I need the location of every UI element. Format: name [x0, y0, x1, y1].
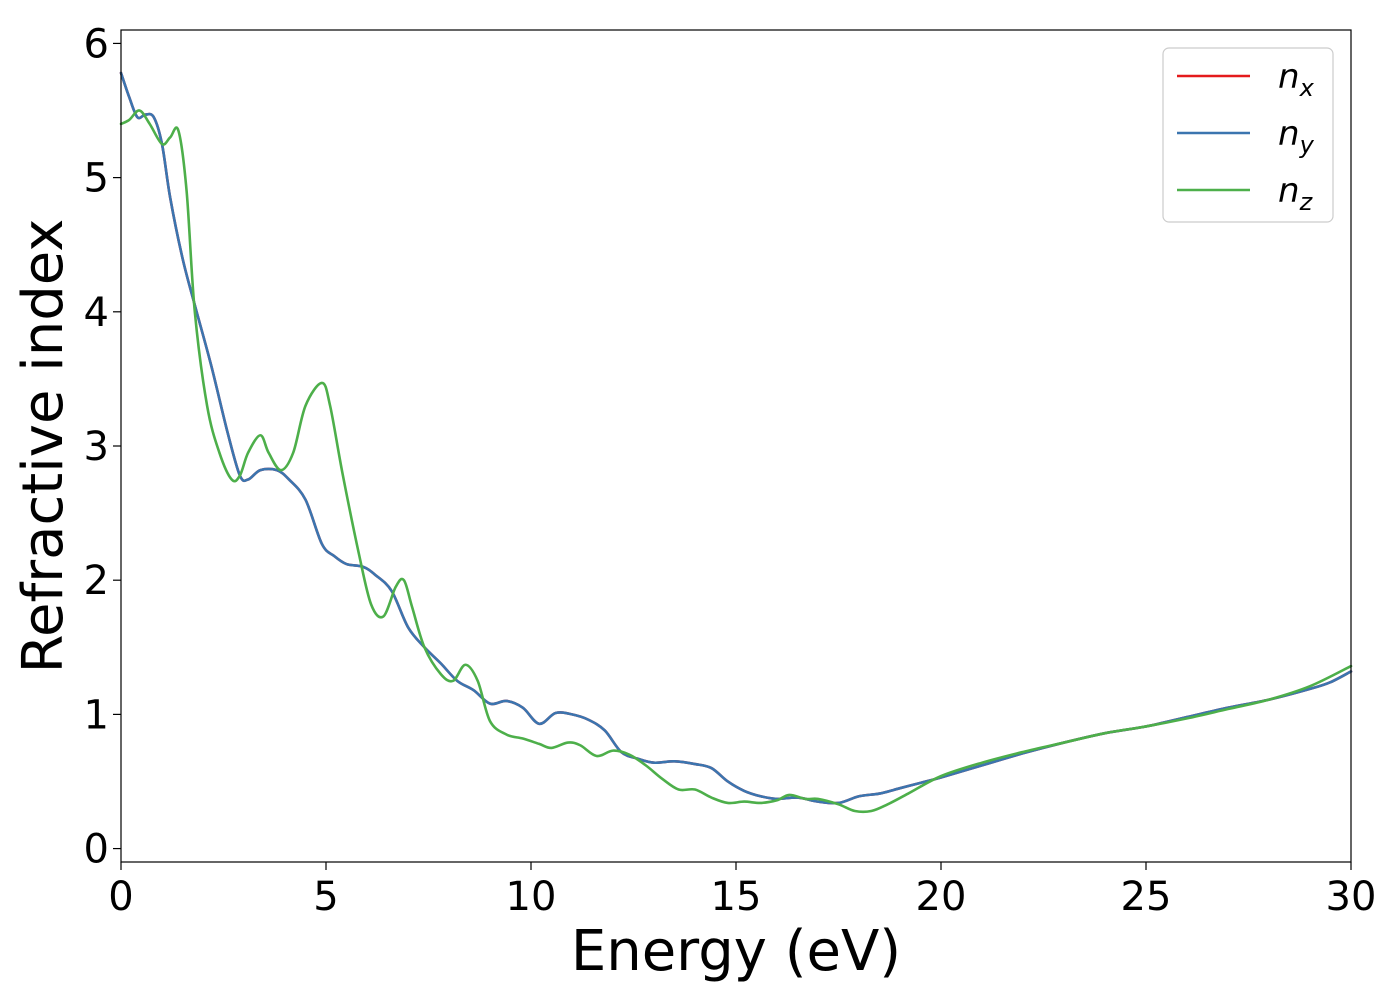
x-tick-label: 5	[313, 874, 338, 920]
legend-subscript: x	[1299, 74, 1315, 102]
y-tick-label: 2	[84, 558, 109, 604]
y-tick-label: 0	[84, 827, 109, 873]
legend-box	[1162, 47, 1334, 223]
x-tick-label: 25	[1121, 874, 1172, 920]
series-layer	[119, 71, 1353, 814]
legend-label-nz: nz	[1278, 171, 1314, 216]
x-tick-label: 30	[1326, 874, 1377, 920]
x-tick-label: 15	[711, 874, 762, 920]
series-line-ny	[119, 71, 1353, 805]
y-tick-label: 4	[84, 290, 109, 336]
y-tick-label: 1	[84, 692, 109, 738]
legend-subscript: z	[1299, 188, 1314, 216]
y-axis-title: Refractive index	[11, 219, 76, 674]
y-axis-ticks: 0 1 2 3 4 5 6	[84, 21, 121, 873]
legend-subscript: y	[1299, 131, 1315, 159]
x-axis-title: Energy (eV)	[571, 919, 901, 984]
y-tick-label: 6	[84, 21, 109, 67]
x-tick-label: 20	[916, 874, 967, 920]
x-axis-ticks: 0 5 10 15 20 25 30	[108, 862, 1376, 920]
x-tick-label: 10	[506, 874, 557, 920]
y-tick-label: 5	[84, 156, 109, 202]
x-tick-label: 0	[108, 874, 133, 920]
y-tick-label: 3	[84, 424, 109, 470]
series-line-nz	[119, 109, 1353, 814]
